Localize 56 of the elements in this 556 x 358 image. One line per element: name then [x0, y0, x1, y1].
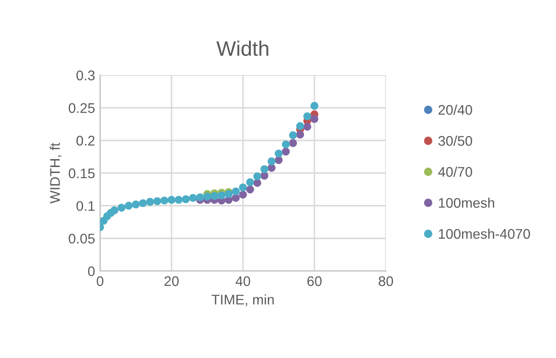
y-axis-title: WIDTH, ft: [50, 142, 62, 204]
point: [110, 206, 118, 214]
point: [210, 192, 218, 200]
y-tick-label: 0.25: [68, 103, 95, 113]
x-axis-title: TIME, min: [212, 294, 274, 306]
x-tick-label: 0: [96, 276, 104, 286]
point: [239, 184, 247, 192]
point: [124, 202, 133, 210]
point: [296, 130, 304, 139]
point: [310, 114, 318, 123]
y-tick-label: 0.3: [76, 70, 95, 80]
point: [260, 165, 268, 174]
point: [268, 157, 276, 166]
x-tick-label: 40: [236, 276, 250, 286]
x-tick-label: 20: [164, 276, 179, 286]
y-tick-label: 0.1: [76, 201, 95, 211]
point: [153, 197, 162, 206]
point: [289, 131, 297, 140]
point: [189, 194, 197, 202]
point: [246, 178, 254, 186]
point: [203, 192, 212, 201]
legend-label: 40/70: [438, 166, 472, 177]
point: [310, 102, 318, 110]
point: [303, 112, 312, 120]
point: [296, 122, 304, 130]
y-tick-label: 0.2: [76, 136, 95, 146]
y-tick-label: 0.05: [68, 234, 95, 244]
y-tick-label: 0.15: [68, 168, 95, 178]
point: [268, 164, 276, 172]
point: [146, 198, 154, 206]
point: [160, 196, 168, 204]
point: [303, 122, 312, 131]
y-tick-label: 0: [88, 266, 95, 276]
point: [282, 140, 290, 148]
point: [182, 195, 190, 204]
point: [196, 193, 204, 202]
point: [282, 148, 290, 156]
point: [139, 199, 147, 208]
legend-label: 100mesh: [438, 198, 494, 208]
point: [239, 190, 247, 199]
point: [289, 139, 297, 147]
x-tick-label: 80: [378, 276, 394, 286]
chart-title: Width: [216, 40, 268, 56]
point: [118, 204, 126, 212]
x-tick-label: 60: [307, 276, 322, 286]
point: [168, 196, 176, 204]
point: [218, 191, 226, 200]
legend-label: 30/50: [438, 136, 472, 146]
legend-label: 100mesh-4070: [438, 228, 530, 239]
point: [232, 187, 240, 196]
point: [246, 185, 254, 194]
point: [253, 172, 262, 180]
point: [174, 196, 183, 204]
point: [132, 200, 140, 208]
legend-label: 20/40: [438, 104, 472, 115]
point: [274, 150, 283, 158]
